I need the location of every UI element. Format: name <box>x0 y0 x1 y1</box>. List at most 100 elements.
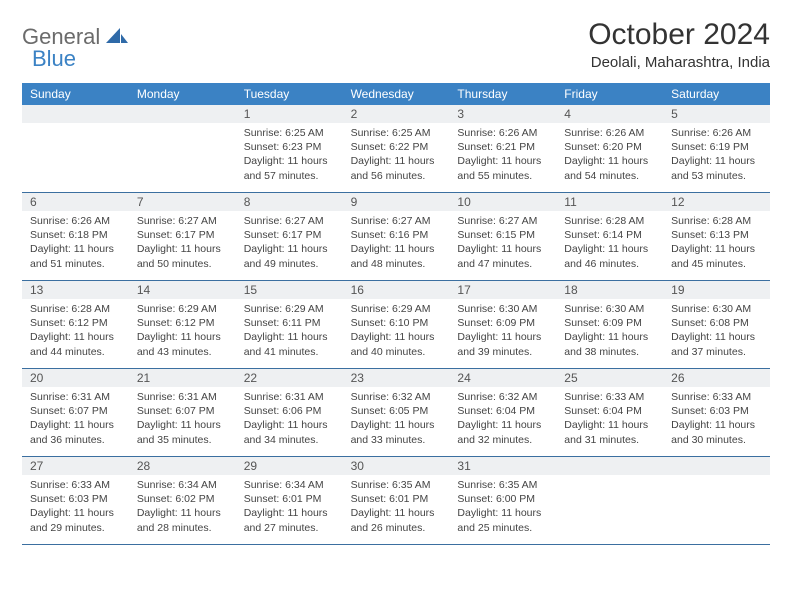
day-number: 22 <box>236 369 343 387</box>
calendar-day: 15Sunrise: 6:29 AMSunset: 6:11 PMDayligh… <box>236 281 343 369</box>
day-number: 19 <box>663 281 770 299</box>
day-content: Sunrise: 6:28 AMSunset: 6:12 PMDaylight:… <box>22 299 129 365</box>
day-number: 8 <box>236 193 343 211</box>
day-number: 30 <box>343 457 450 475</box>
calendar-day: 10Sunrise: 6:27 AMSunset: 6:15 PMDayligh… <box>449 193 556 281</box>
day-number: 18 <box>556 281 663 299</box>
calendar-day: 31Sunrise: 6:35 AMSunset: 6:00 PMDayligh… <box>449 457 556 545</box>
day-content: Sunrise: 6:35 AMSunset: 6:01 PMDaylight:… <box>343 475 450 541</box>
calendar-day: 18Sunrise: 6:30 AMSunset: 6:09 PMDayligh… <box>556 281 663 369</box>
day-number: 11 <box>556 193 663 211</box>
empty-cell <box>22 105 129 193</box>
calendar-day: 12Sunrise: 6:28 AMSunset: 6:13 PMDayligh… <box>663 193 770 281</box>
empty-cell <box>556 457 663 545</box>
day-content: Sunrise: 6:30 AMSunset: 6:08 PMDaylight:… <box>663 299 770 365</box>
day-content: Sunrise: 6:31 AMSunset: 6:07 PMDaylight:… <box>129 387 236 453</box>
calendar-day: 20Sunrise: 6:31 AMSunset: 6:07 PMDayligh… <box>22 369 129 457</box>
day-number: 16 <box>343 281 450 299</box>
calendar-day: 28Sunrise: 6:34 AMSunset: 6:02 PMDayligh… <box>129 457 236 545</box>
weekday-header: Thursday <box>449 83 556 105</box>
day-content: Sunrise: 6:33 AMSunset: 6:03 PMDaylight:… <box>22 475 129 541</box>
day-content: Sunrise: 6:30 AMSunset: 6:09 PMDaylight:… <box>556 299 663 365</box>
day-content: Sunrise: 6:28 AMSunset: 6:14 PMDaylight:… <box>556 211 663 277</box>
day-content: Sunrise: 6:26 AMSunset: 6:19 PMDaylight:… <box>663 123 770 189</box>
page-subtitle: Deolali, Maharashtra, India <box>588 54 770 71</box>
day-number: 15 <box>236 281 343 299</box>
calendar-day: 24Sunrise: 6:32 AMSunset: 6:04 PMDayligh… <box>449 369 556 457</box>
weekday-header: Monday <box>129 83 236 105</box>
day-number: 14 <box>129 281 236 299</box>
day-number: 4 <box>556 105 663 123</box>
day-content: Sunrise: 6:34 AMSunset: 6:01 PMDaylight:… <box>236 475 343 541</box>
day-number: 6 <box>22 193 129 211</box>
day-number: 28 <box>129 457 236 475</box>
day-content: Sunrise: 6:25 AMSunset: 6:23 PMDaylight:… <box>236 123 343 189</box>
day-content: Sunrise: 6:33 AMSunset: 6:04 PMDaylight:… <box>556 387 663 453</box>
calendar-day: 25Sunrise: 6:33 AMSunset: 6:04 PMDayligh… <box>556 369 663 457</box>
day-number: 5 <box>663 105 770 123</box>
day-content: Sunrise: 6:29 AMSunset: 6:12 PMDaylight:… <box>129 299 236 365</box>
weekday-header: Friday <box>556 83 663 105</box>
calendar-day: 6Sunrise: 6:26 AMSunset: 6:18 PMDaylight… <box>22 193 129 281</box>
calendar-day: 13Sunrise: 6:28 AMSunset: 6:12 PMDayligh… <box>22 281 129 369</box>
day-content: Sunrise: 6:27 AMSunset: 6:16 PMDaylight:… <box>343 211 450 277</box>
empty-cell <box>663 457 770 545</box>
calendar-day: 5Sunrise: 6:26 AMSunset: 6:19 PMDaylight… <box>663 105 770 193</box>
day-number: 31 <box>449 457 556 475</box>
day-content: Sunrise: 6:27 AMSunset: 6:17 PMDaylight:… <box>129 211 236 277</box>
day-number: 1 <box>236 105 343 123</box>
day-content: Sunrise: 6:26 AMSunset: 6:21 PMDaylight:… <box>449 123 556 189</box>
weekday-header: Wednesday <box>343 83 450 105</box>
day-number: 27 <box>22 457 129 475</box>
day-content: Sunrise: 6:28 AMSunset: 6:13 PMDaylight:… <box>663 211 770 277</box>
day-content: Sunrise: 6:26 AMSunset: 6:20 PMDaylight:… <box>556 123 663 189</box>
day-number: 2 <box>343 105 450 123</box>
calendar-day: 26Sunrise: 6:33 AMSunset: 6:03 PMDayligh… <box>663 369 770 457</box>
calendar-day: 22Sunrise: 6:31 AMSunset: 6:06 PMDayligh… <box>236 369 343 457</box>
title-block: October 2024 Deolali, Maharashtra, India <box>588 18 770 71</box>
day-number: 10 <box>449 193 556 211</box>
day-number: 17 <box>449 281 556 299</box>
weekday-header: Saturday <box>663 83 770 105</box>
day-number: 9 <box>343 193 450 211</box>
day-content: Sunrise: 6:29 AMSunset: 6:11 PMDaylight:… <box>236 299 343 365</box>
day-number: 21 <box>129 369 236 387</box>
weekday-header-row: SundayMondayTuesdayWednesdayThursdayFrid… <box>22 83 770 105</box>
day-number: 7 <box>129 193 236 211</box>
day-content: Sunrise: 6:32 AMSunset: 6:05 PMDaylight:… <box>343 387 450 453</box>
day-content: Sunrise: 6:26 AMSunset: 6:18 PMDaylight:… <box>22 211 129 277</box>
day-number: 25 <box>556 369 663 387</box>
day-number: 29 <box>236 457 343 475</box>
page-title: October 2024 <box>588 18 770 52</box>
calendar-day: 3Sunrise: 6:26 AMSunset: 6:21 PMDaylight… <box>449 105 556 193</box>
day-number: 12 <box>663 193 770 211</box>
day-content: Sunrise: 6:31 AMSunset: 6:07 PMDaylight:… <box>22 387 129 453</box>
logo-text-blue: Blue <box>32 46 76 72</box>
day-content: Sunrise: 6:29 AMSunset: 6:10 PMDaylight:… <box>343 299 450 365</box>
calendar-day: 14Sunrise: 6:29 AMSunset: 6:12 PMDayligh… <box>129 281 236 369</box>
calendar-day: 23Sunrise: 6:32 AMSunset: 6:05 PMDayligh… <box>343 369 450 457</box>
empty-cell <box>129 105 236 193</box>
calendar-day: 2Sunrise: 6:25 AMSunset: 6:22 PMDaylight… <box>343 105 450 193</box>
day-content: Sunrise: 6:25 AMSunset: 6:22 PMDaylight:… <box>343 123 450 189</box>
day-number: 23 <box>343 369 450 387</box>
calendar-day: 29Sunrise: 6:34 AMSunset: 6:01 PMDayligh… <box>236 457 343 545</box>
day-content: Sunrise: 6:31 AMSunset: 6:06 PMDaylight:… <box>236 387 343 453</box>
calendar-day: 27Sunrise: 6:33 AMSunset: 6:03 PMDayligh… <box>22 457 129 545</box>
weekday-header: Sunday <box>22 83 129 105</box>
day-content: Sunrise: 6:27 AMSunset: 6:17 PMDaylight:… <box>236 211 343 277</box>
day-content: Sunrise: 6:34 AMSunset: 6:02 PMDaylight:… <box>129 475 236 541</box>
calendar-day: 19Sunrise: 6:30 AMSunset: 6:08 PMDayligh… <box>663 281 770 369</box>
day-content: Sunrise: 6:32 AMSunset: 6:04 PMDaylight:… <box>449 387 556 453</box>
calendar-grid: 1Sunrise: 6:25 AMSunset: 6:23 PMDaylight… <box>22 105 770 545</box>
calendar-day: 4Sunrise: 6:26 AMSunset: 6:20 PMDaylight… <box>556 105 663 193</box>
calendar-day: 9Sunrise: 6:27 AMSunset: 6:16 PMDaylight… <box>343 193 450 281</box>
day-number: 3 <box>449 105 556 123</box>
day-number: 24 <box>449 369 556 387</box>
day-number: 26 <box>663 369 770 387</box>
calendar-day: 11Sunrise: 6:28 AMSunset: 6:14 PMDayligh… <box>556 193 663 281</box>
day-number: 13 <box>22 281 129 299</box>
calendar-day: 16Sunrise: 6:29 AMSunset: 6:10 PMDayligh… <box>343 281 450 369</box>
calendar-day: 1Sunrise: 6:25 AMSunset: 6:23 PMDaylight… <box>236 105 343 193</box>
calendar-day: 8Sunrise: 6:27 AMSunset: 6:17 PMDaylight… <box>236 193 343 281</box>
